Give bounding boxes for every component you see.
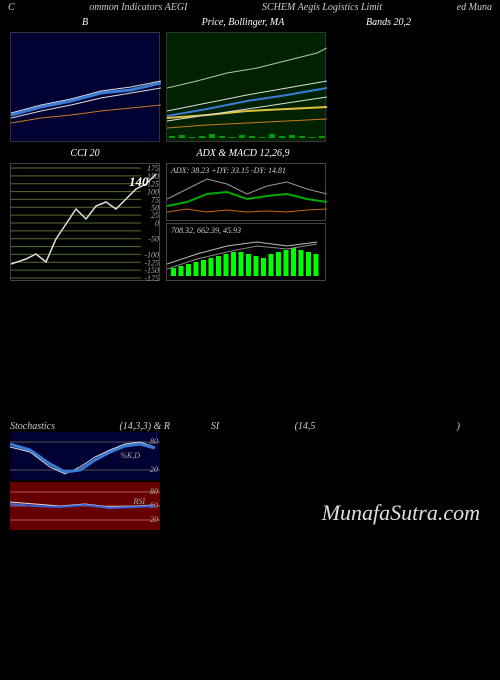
cci-panel: 1751501251007550250-50-100-125-150-17514… [10,163,160,281]
row2-labels: CCI 20 ADX & MACD 12,26,9 [0,148,500,159]
label-stochastics: Stochastics [10,421,70,432]
label-cci: CCI 20 [10,148,160,159]
row1-labels: B Price, Bollinger, MA Bands 20,2 [0,17,500,28]
bbands-small-panel [10,32,160,142]
macd-values-label: 708.32, 662.39, 45.93 [171,226,241,235]
stoch-panel: 80 20 %K,D [10,432,160,480]
bbands-large-panel [166,32,326,142]
hdr-left: C [8,2,15,13]
stoch-label-row: Stochastics (14,3,3) & R SI (14,5 ) [0,421,500,432]
adx-macd-stack: ADX: 38.23 +DY: 33.15 -DY: 14.81 708.32,… [166,163,326,281]
svg-text:-175: -175 [144,274,159,282]
page-header: C ommon Indicators AEGI SCHEM Aegis Logi… [0,0,500,15]
svg-text:RSI: RSI [132,497,145,506]
label-b: B [10,17,160,28]
svg-text:20: 20 [150,515,158,524]
label-stoch-params: (14,3,3) & R [70,421,170,432]
svg-text:%K,D: %K,D [120,451,140,460]
hdr-mid-right: SCHEM Aegis Logistics Limit [262,2,382,13]
row1 [0,32,500,142]
hdr-right: ed Muna [457,2,492,13]
adx-right-title: ADX & MACD 12,26,9 [196,148,289,159]
adx-panel: ADX: 38.23 +DY: 33.15 -DY: 14.81 [166,163,326,221]
svg-text:80: 80 [150,487,158,496]
svg-text:140: 140 [129,174,149,189]
row2: 1751501251007550250-50-100-125-150-17514… [0,163,500,281]
label-price-bb-ma: Price, Bollinger, MA [160,17,326,28]
label-adx-title: ADX & MACD 12,26,9 [160,148,326,159]
svg-text:80: 80 [150,437,158,446]
label-si-params: (14,5 [260,421,350,432]
svg-text:20: 20 [150,465,158,474]
watermark-text: MunafaSutra.com [322,500,480,526]
label-si: SI [170,421,260,432]
svg-text:-50: -50 [148,235,159,244]
label-bands: Bands 20,2 [366,17,411,28]
label-si-close: ) [350,421,460,432]
rsi-panel: 805020RSI [10,482,160,530]
adx-values-label: ADX: 38.23 +DY: 33.15 -DY: 14.81 [171,166,286,175]
macd-panel: 708.32, 662.39, 45.93 [166,223,326,281]
hdr-mid-left: ommon Indicators AEGI [89,2,187,13]
svg-text:0: 0 [155,219,159,228]
